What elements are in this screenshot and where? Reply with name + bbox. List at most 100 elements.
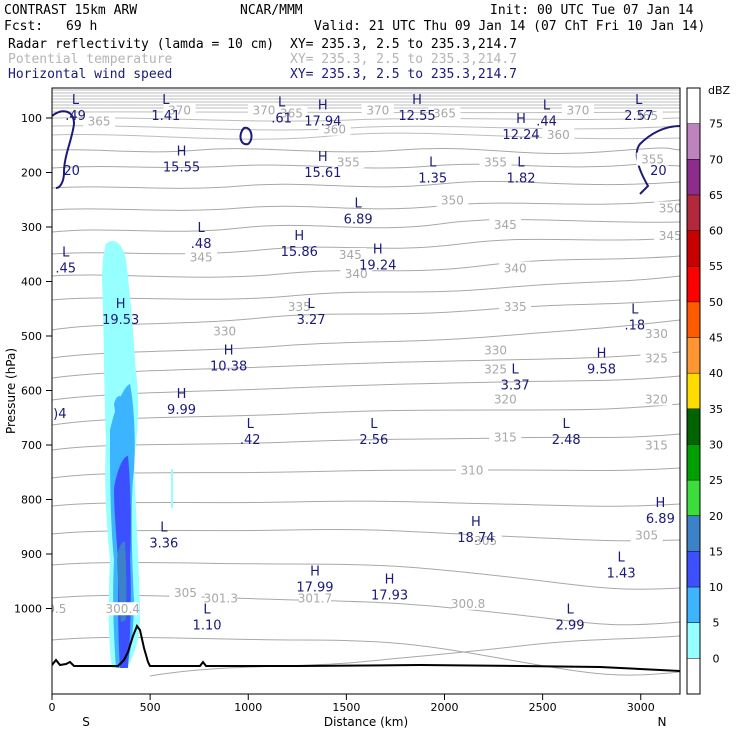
wind-extremum-value: .44 xyxy=(536,114,557,129)
y-tick-label: 900 xyxy=(21,548,42,561)
edge-label-layer: 20 20)4 xyxy=(53,164,667,422)
theta-label-bg xyxy=(630,109,663,122)
theta-label-bg xyxy=(340,267,373,281)
wind-extremum-type: L xyxy=(307,297,315,312)
colorbar-level-label: 30 xyxy=(709,438,723,451)
wind-extremum-value: .48 xyxy=(191,237,212,252)
theta-label-bg xyxy=(455,463,488,477)
wind-extremum-value: 19.53 xyxy=(102,313,139,328)
theta-label-bg xyxy=(654,201,680,215)
theta-label-bg xyxy=(489,430,522,444)
theta-contour-label: 315 xyxy=(494,431,517,445)
wind-contour-label: 20 xyxy=(650,164,667,179)
theta-contour-label: 305 xyxy=(635,529,658,543)
wind-extremum-value: 15.86 xyxy=(281,245,318,260)
theta-contour-label: 300.8 xyxy=(451,597,485,611)
theta-label-bg xyxy=(298,591,331,605)
theta-contour-label: 330 xyxy=(645,327,668,341)
field-reflectivity-xy: XY= 235.3, 2.5 to 235.3,214.7 xyxy=(290,37,517,52)
wind-extremum-value: .49 xyxy=(65,109,86,124)
theta-label-bg xyxy=(499,261,532,275)
colorbar-swatch xyxy=(687,88,700,124)
theta-label-bg xyxy=(489,392,522,406)
colorbar-level-label: 45 xyxy=(709,332,723,345)
theta-contour-label: 325 xyxy=(484,362,507,376)
wind-extremum-type: H xyxy=(294,229,304,244)
colorbar-swatch xyxy=(687,373,700,409)
colorbar-swatch xyxy=(687,266,700,302)
theta-contour-label: 360 xyxy=(547,128,570,142)
init-time: Init: 00 UTC Tue 07 Jan 14 xyxy=(490,3,694,18)
theta-label-bg xyxy=(452,596,485,610)
wind-extremum-value: 1.41 xyxy=(151,109,180,124)
theta-label-bg xyxy=(247,103,280,117)
wind-extremum-type: L xyxy=(160,521,168,536)
colorbar-swatch xyxy=(687,301,700,338)
colorbar-level-label: 35 xyxy=(709,403,723,416)
wind-extremum-value: 1.35 xyxy=(418,172,447,187)
wind-extremum-type: L xyxy=(631,303,639,318)
terrain-line xyxy=(52,623,680,672)
wind-extremum-type: H xyxy=(516,112,526,127)
wind-extremum-value: 1.10 xyxy=(193,618,222,633)
colorbar-level-label: 50 xyxy=(709,296,723,309)
wind-extremum-value: .45 xyxy=(55,261,76,276)
wind-extremum-type: L xyxy=(62,245,70,260)
wind-extremum-value: 2.48 xyxy=(552,433,581,448)
theta-label-bg xyxy=(561,103,594,117)
colorbar-level-label: 60 xyxy=(709,225,723,238)
colorbar-swatch xyxy=(687,123,700,160)
wind-extremum-type: L xyxy=(370,417,378,432)
theta-contour-label: 301.7 xyxy=(298,591,332,605)
theta-contour-label: 355 xyxy=(337,155,360,169)
theta-contour-label: 320 xyxy=(645,392,668,406)
x-axis: 0 500 1000 1500 2000 2500 3000 xyxy=(49,694,655,714)
theta-label-bg xyxy=(479,343,512,357)
theta-label-bg xyxy=(332,155,365,169)
wind-extremum-type: L xyxy=(512,363,520,378)
field-wind: Horizontal wind speed xyxy=(8,67,172,82)
wind-extremum-type: H xyxy=(177,387,187,402)
theta-label-bg xyxy=(275,106,308,120)
field-reflectivity: Radar reflectivity (lamda = 10 cm) xyxy=(8,37,274,52)
wind-extremum-value: 17.94 xyxy=(304,114,341,129)
theta-label-bg xyxy=(489,218,522,231)
theta-contour-label: 340 xyxy=(504,262,527,276)
wind-extremum-type: L xyxy=(162,93,170,108)
colorbar-level-label: 15 xyxy=(709,545,723,558)
wind-extremum-type: H xyxy=(177,145,187,160)
wind-extremum-type: H xyxy=(385,572,395,587)
y-tick-label: 100 xyxy=(21,112,42,125)
colorbar-swatch xyxy=(687,337,700,374)
x-tick-label: 500 xyxy=(140,701,161,714)
wind-extremum-type: L xyxy=(247,417,255,432)
wind-extremum-value: 6.89 xyxy=(646,512,675,527)
theta-label-bg xyxy=(334,247,367,261)
theta-contour-label: 370 xyxy=(366,104,389,118)
colorbar-swatch xyxy=(687,551,700,588)
colorbar-level-label: 25 xyxy=(709,474,723,487)
theta-contour-label: 370 xyxy=(168,104,191,118)
theta-label-bg xyxy=(640,351,673,365)
theta-contour-label: 345 xyxy=(494,218,517,232)
colorbar-swatch xyxy=(687,194,700,231)
wind-extremum-value: 17.99 xyxy=(296,580,333,595)
wind-extremum-type: H xyxy=(224,344,234,359)
colorbar-level-label: 65 xyxy=(709,189,723,202)
field-theta-xy: XY= 235.3, 2.5 to 235.3,214.7 xyxy=(290,52,517,67)
wind-contour-label: )4 xyxy=(53,407,66,422)
wind-extremum-type: L xyxy=(543,98,551,113)
wind-extremum-type: H xyxy=(318,150,328,165)
theta-contour-label: 340 xyxy=(345,267,368,281)
x-tick-label: 2500 xyxy=(529,701,557,714)
x-end-right: N xyxy=(658,715,667,729)
theta-label-bg xyxy=(169,585,202,599)
wind-extremum-type: H xyxy=(318,98,328,113)
wind-extremum-value: 19.24 xyxy=(359,259,396,274)
colorbar-frame xyxy=(686,87,701,695)
y-axis: 100 200 300 400 500 600 700 800 900 1000 xyxy=(14,112,52,616)
theta-label-bg xyxy=(654,228,680,242)
valid-time: Valid: 21 UTC Thu 09 Jan 14 (07 ChT Fri … xyxy=(314,19,705,34)
colorbar-level-label: 70 xyxy=(709,153,723,166)
